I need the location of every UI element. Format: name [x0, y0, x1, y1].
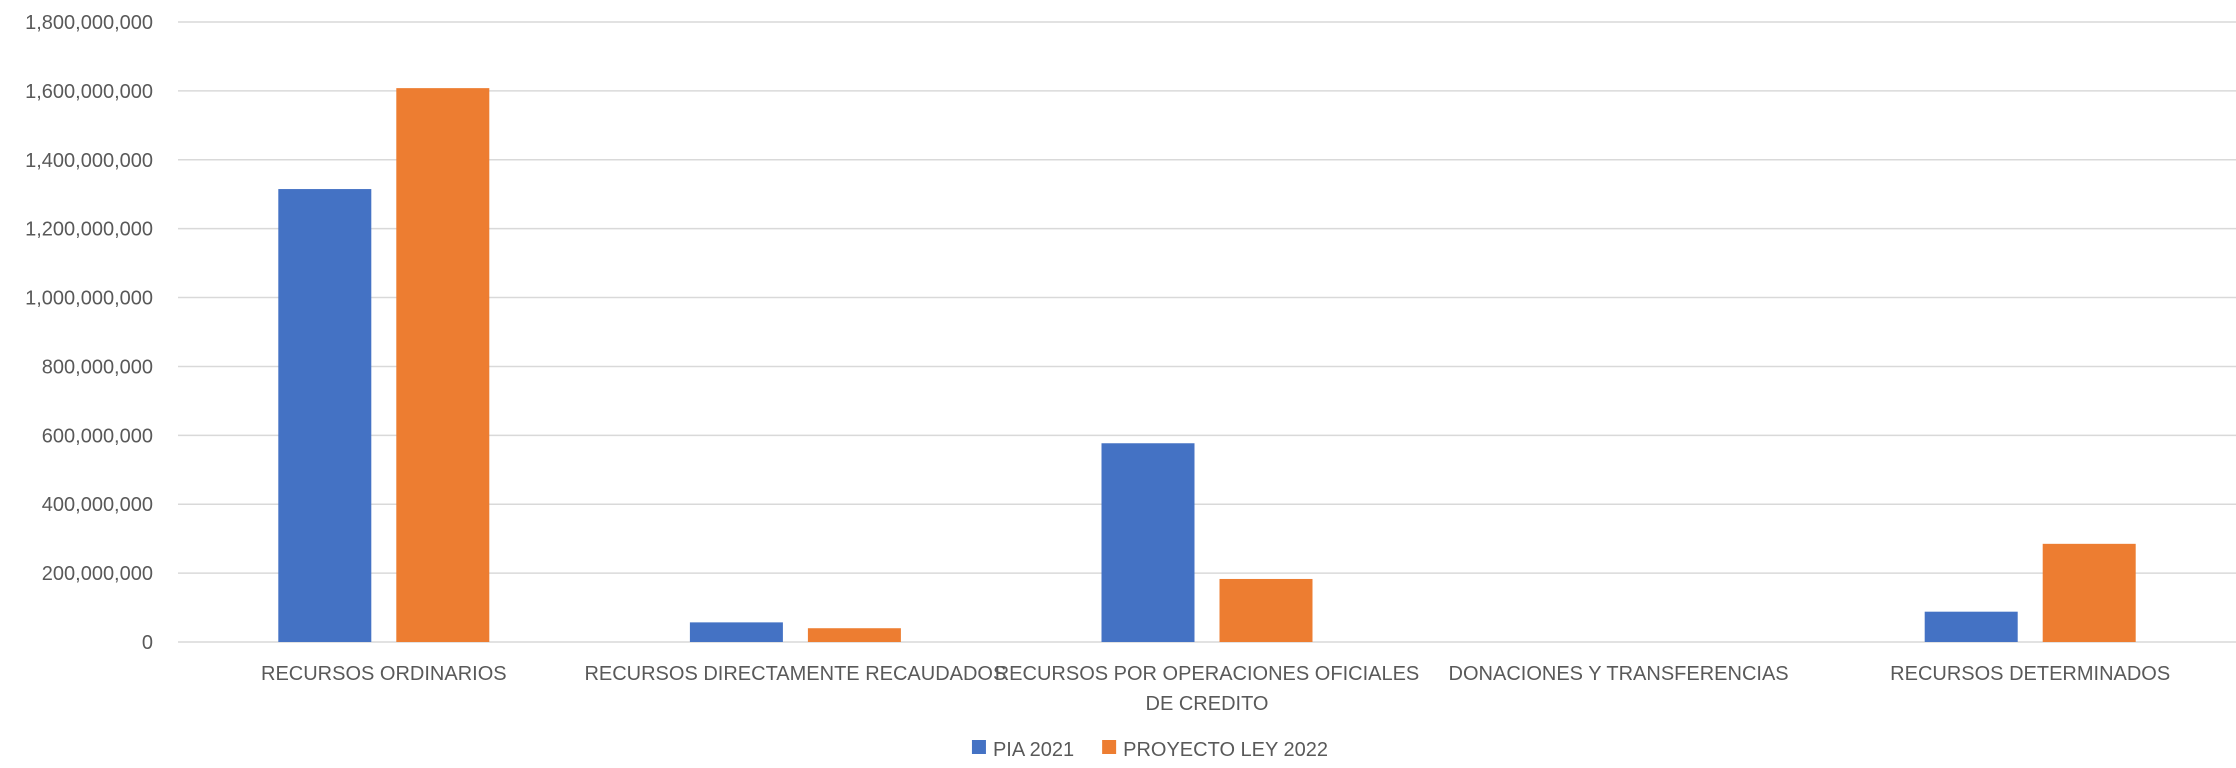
x-axis-category-labels: RECURSOS ORDINARIOS RECURSOS DIRECTAMENTE… [261, 663, 2170, 715]
bars [278, 88, 2136, 643]
y-tick-label: 1,800,000,000 [25, 12, 153, 34]
y-axis-tick-labels: 0 200,000,000 400,000,000 600,000,000 800,00… [25, 12, 153, 654]
bar-pia-2021 [1924, 611, 2018, 642]
x-category-label: RECURSOS DETERMINADOS [1890, 663, 2170, 685]
y-tick-label: 1,000,000,000 [25, 288, 153, 310]
bar-pia-2021 [278, 189, 372, 643]
x-category-label: RECURSOS DIRECTAMENTE RECAUDADOS [584, 663, 1006, 685]
y-tick-label: 800,000,000 [42, 356, 153, 378]
x-category-label: RECURSOS ORDINARIOS [261, 663, 507, 685]
x-category-label: DONACIONES Y TRANSFERENCIAS [1449, 663, 1789, 685]
x-category-label: DE CREDITO [1146, 693, 1269, 715]
y-tick-label: 0 [142, 632, 153, 654]
legend-label: PIA 2021 [993, 739, 1074, 761]
y-tick-label: 600,000,000 [42, 425, 153, 447]
legend-item-proyecto-ley-2022: PROYECTO LEY 2022 [1102, 739, 1328, 761]
legend: PIA 2021 PROYECTO LEY 2022 [971, 739, 1328, 761]
bar-pia-2021 [1101, 443, 1195, 642]
bar-proyecto-ley-2022 [2042, 543, 2136, 642]
y-tick-label: 1,600,000,000 [25, 81, 153, 103]
x-category-label: RECURSOS POR OPERACIONES OFICIALES [995, 663, 1420, 685]
y-tick-label: 400,000,000 [42, 494, 153, 516]
y-tick-label: 1,200,000,000 [25, 219, 153, 241]
legend-swatch [1102, 740, 1117, 754]
y-tick-label: 200,000,000 [42, 563, 153, 585]
bar-proyecto-ley-2022 [807, 628, 901, 642]
gridlines [178, 21, 2236, 643]
legend-item-pia-2021: PIA 2021 [971, 739, 1074, 761]
bar-proyecto-ley-2022 [396, 88, 490, 643]
y-tick-label: 1,400,000,000 [25, 150, 153, 172]
bar-proyecto-ley-2022 [1219, 578, 1313, 642]
bar-pia-2021 [689, 622, 783, 642]
legend-label: PROYECTO LEY 2022 [1123, 739, 1328, 761]
legend-swatch [971, 740, 986, 754]
